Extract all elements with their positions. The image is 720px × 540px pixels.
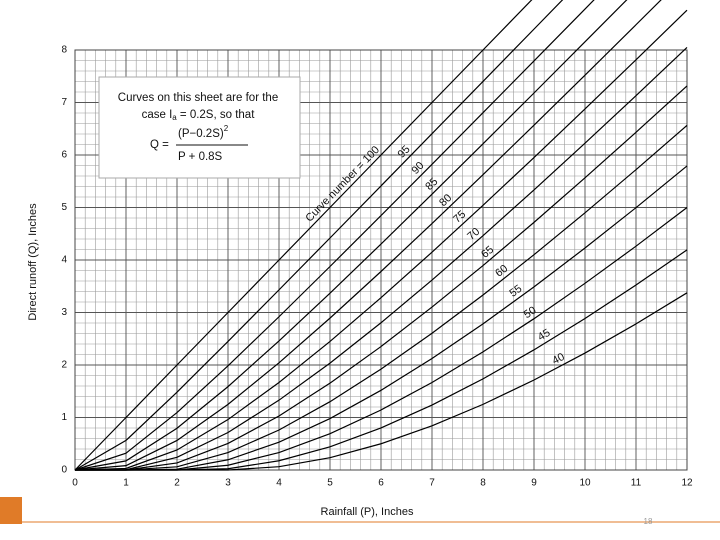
annotation-subscript: a (172, 113, 177, 122)
formula-lhs: Q = (150, 139, 169, 151)
page-number: 18 (644, 517, 653, 526)
runoff-curve (75, 85, 688, 471)
runoff-curve (75, 124, 688, 471)
slide-accent (0, 497, 22, 524)
runoff-curve (75, 292, 688, 471)
x-tick-label: 3 (225, 478, 231, 489)
runoff-curve (74, 9, 688, 471)
x-tick-label: 10 (579, 478, 591, 489)
runoff-curve (75, 165, 688, 471)
y-axis-label: Direct runoff (Q), Inches (27, 203, 39, 321)
x-axis-label: Rainfall (P), Inches (321, 506, 414, 518)
y-tick-label: 6 (61, 150, 67, 161)
curve-label: 50 (522, 304, 539, 321)
runoff-curve (74, 0, 533, 471)
runoff-curve (74, 0, 628, 471)
curve-label: 60 (493, 263, 510, 280)
y-tick-label: 8 (61, 45, 67, 56)
x-tick-label: 2 (174, 478, 180, 489)
runoff-curve (74, 0, 564, 471)
y-tick-label: 7 (61, 97, 67, 108)
runoff-curve (74, 47, 688, 471)
y-tick-label: 5 (61, 202, 67, 213)
y-tick-label: 3 (61, 307, 67, 318)
x-tick-label: 11 (631, 478, 642, 489)
curve-label: 45 (536, 327, 553, 344)
x-tick-label: 4 (276, 478, 282, 489)
numerator-text: (P−0.2S) (178, 128, 224, 140)
x-tick-label: 9 (531, 478, 537, 489)
x-tick-label: 7 (429, 478, 435, 489)
x-tick-label: 8 (480, 478, 486, 489)
runoff-curve (74, 0, 595, 471)
y-tick-label: 4 (61, 255, 67, 266)
plot-frame (74, 49, 688, 471)
formula-denominator: P + 0.8S (178, 151, 223, 163)
x-tick-label: 12 (681, 478, 693, 489)
annotation-text: = 0.2S, so that (177, 109, 255, 121)
x-tick-label: 1 (123, 478, 129, 489)
y-tick-label: 0 (61, 465, 67, 476)
runoff-curve (74, 0, 662, 471)
curve-label: 55 (507, 283, 524, 300)
x-tick-label: 6 (378, 478, 384, 489)
x-tick-label: 0 (72, 478, 78, 489)
y-tick-label: 1 (61, 412, 67, 423)
annotation-frame (98, 76, 301, 179)
formula-exponent: 2 (224, 124, 229, 133)
annotation-line: Curves on this sheet are for the (118, 92, 278, 104)
annotation-line: case Ia = 0.2S, so that (142, 109, 256, 122)
formula-numerator: (P−0.2S)2 (178, 124, 229, 140)
curve-label: 40 (550, 351, 566, 367)
y-tick-label: 2 (61, 360, 67, 371)
annotation-box: Curves on this sheet are for the case Ia… (98, 76, 301, 179)
annotation-text: case I (142, 109, 173, 121)
x-tick-label: 5 (327, 478, 333, 489)
